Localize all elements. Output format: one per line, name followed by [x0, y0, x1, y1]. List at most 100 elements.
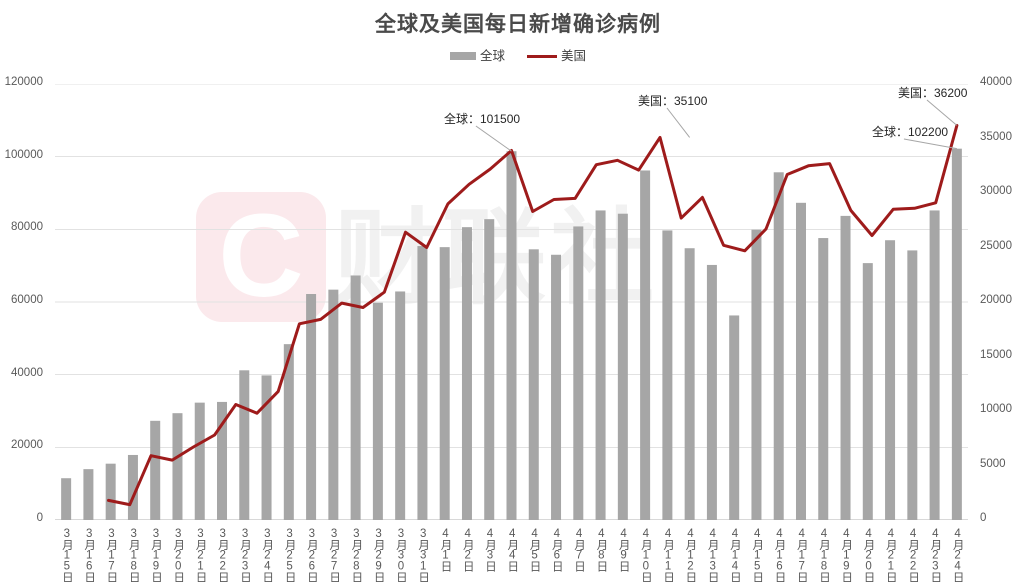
bar — [417, 246, 428, 520]
annotation-global-apr4: 全球：101500 — [444, 112, 521, 126]
plot-svg — [55, 84, 968, 520]
legend-item-us: 美国 — [527, 50, 586, 63]
chart-title: 全球及美国每日新增确诊病例 — [375, 12, 661, 36]
bar — [818, 238, 829, 520]
bar — [261, 375, 272, 520]
bar — [484, 219, 495, 520]
line-series-us — [107, 123, 959, 507]
x-axis-tick-label: 4月13日 — [706, 528, 719, 582]
chart-legend: 全球 美国 — [0, 50, 1036, 63]
x-axis-tick-label: 3月16日 — [83, 528, 96, 582]
bar — [105, 463, 116, 520]
x-axis-tick-label: 3月19日 — [149, 528, 162, 582]
bar — [684, 248, 695, 520]
x-axis-tick-label: 4月10日 — [639, 528, 652, 582]
bar — [551, 254, 562, 520]
bar — [795, 202, 806, 520]
bar — [706, 264, 717, 520]
x-axis-tick-label: 4月6日 — [550, 528, 563, 571]
y-axis-right-tick-label: 35000 — [980, 130, 1012, 143]
bar — [773, 172, 784, 520]
y-axis-right-tick-label: 0 — [980, 512, 987, 524]
x-axis-tick-label: 3月24日 — [261, 528, 274, 582]
legend-line-swatch-icon — [527, 54, 557, 58]
bar — [372, 302, 383, 520]
bar — [729, 315, 740, 520]
x-axis-tick-label: 4月17日 — [795, 528, 808, 582]
x-axis-tick-label: 3月31日 — [417, 528, 430, 582]
bar — [306, 294, 317, 520]
annotation-us-apr12: 美国：35100 — [638, 94, 708, 108]
annotation-leader-line — [926, 99, 958, 126]
x-axis-tick-label: 4月22日 — [907, 528, 920, 582]
annotation-global-apr24: 全球：102200 — [872, 125, 949, 139]
bar — [640, 170, 651, 520]
bar — [350, 275, 361, 520]
bar — [194, 402, 205, 520]
x-axis-tick-label: 3月22日 — [216, 528, 229, 582]
x-axis-tick-label: 4月9日 — [617, 528, 630, 571]
bar — [395, 291, 406, 520]
x-axis-tick-label: 4月14日 — [728, 528, 741, 582]
bar — [840, 215, 851, 520]
bar — [885, 240, 896, 520]
bar — [751, 229, 762, 520]
annotation-leader-line — [903, 138, 957, 150]
x-axis-tick-label: 4月7日 — [573, 528, 586, 571]
x-axis-tick-label: 4月5日 — [528, 528, 541, 571]
x-axis-tick-label: 3月15日 — [60, 528, 73, 582]
bar — [328, 289, 339, 520]
x-axis-tick-label: 4月24日 — [951, 528, 964, 582]
bar — [951, 148, 962, 520]
annotation-leader-line — [666, 107, 691, 138]
bar — [283, 344, 294, 520]
x-axis-tick-label: 3月21日 — [194, 528, 207, 582]
annotation-leader-line — [475, 125, 512, 152]
bar — [617, 213, 628, 520]
bar — [662, 230, 673, 520]
y-axis-right-tick-label: 20000 — [980, 294, 1012, 306]
bar — [929, 210, 940, 520]
bar — [150, 420, 161, 520]
y-axis-right-tick-label: 25000 — [980, 239, 1012, 252]
y-axis-right-tick-label: 40000 — [980, 76, 1012, 88]
x-axis-tick-label: 3月27日 — [328, 528, 341, 582]
x-axis-tick-label: 4月21日 — [884, 528, 897, 582]
x-axis-tick-label: 4月23日 — [929, 528, 942, 582]
x-axis-tick-label: 3月17日 — [105, 528, 118, 582]
x-axis-tick-label: 4月8日 — [595, 528, 608, 571]
x-axis-tick-label: 3月25日 — [283, 528, 296, 582]
y-axis-left-tick-label: 100000 — [4, 148, 43, 161]
x-axis-tick-label: 4月11日 — [662, 528, 675, 582]
y-axis-right-tick-label: 15000 — [980, 348, 1012, 361]
legend-label-us: 美国 — [561, 49, 587, 63]
x-axis-tick-label: 3月29日 — [372, 528, 385, 582]
x-axis-tick-label: 3月20日 — [172, 528, 185, 582]
bar-series-global — [61, 148, 962, 520]
x-axis-tick-label: 3月23日 — [239, 528, 252, 582]
bar — [239, 370, 250, 520]
y-axis-left-tick-label: 60000 — [11, 294, 43, 306]
x-axis-tick-label: 4月16日 — [773, 528, 786, 582]
x-axis-tick-label: 3月30日 — [394, 528, 407, 582]
legend-bar-swatch-icon — [449, 52, 476, 61]
x-axis-tick-label: 4月1日 — [439, 528, 452, 571]
bar — [595, 210, 606, 520]
bar — [439, 247, 450, 520]
y-axis-left-tick-label: 40000 — [11, 366, 43, 379]
bar — [172, 413, 183, 520]
x-axis-tick-label: 4月18日 — [818, 528, 830, 582]
y-axis-right-tick-label: 5000 — [980, 457, 1006, 470]
y-axis-left-tick-label: 80000 — [11, 221, 43, 234]
bar — [83, 469, 94, 520]
y-axis-left-tick-label: 120000 — [4, 76, 43, 88]
x-axis-tick-label: 4月2日 — [461, 528, 474, 571]
y-axis-right-tick-label: 30000 — [980, 185, 1012, 197]
annotation-leader-lines — [475, 99, 958, 152]
bar — [907, 250, 918, 520]
bar — [528, 249, 539, 520]
x-axis-tick-label: 3月26日 — [305, 528, 318, 582]
bar — [461, 227, 472, 520]
x-axis-tick-label: 4月12日 — [684, 528, 697, 582]
